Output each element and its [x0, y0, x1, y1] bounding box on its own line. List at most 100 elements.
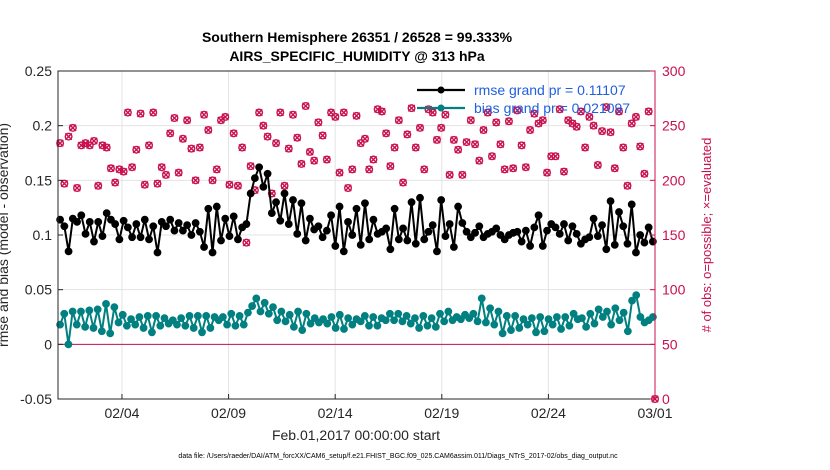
bias-point [281, 317, 290, 326]
rmse-point [289, 196, 297, 204]
rmse-point [77, 211, 86, 220]
bias-point [536, 313, 545, 321]
possible-count-point [187, 144, 196, 153]
rmse-point [471, 228, 479, 237]
bias-point [477, 294, 486, 303]
rmse-point [394, 235, 403, 244]
evaluated-count-point [458, 171, 467, 179]
evaluated-count-point [640, 170, 649, 178]
possible-count-point [576, 107, 585, 116]
bias-point [406, 319, 415, 328]
bias-point [277, 307, 286, 316]
evaluated-count-point [136, 109, 145, 118]
evaluated-count-point [395, 116, 403, 124]
rmse-point [352, 204, 361, 213]
rmse-point [623, 239, 632, 248]
bias-point [85, 306, 94, 315]
bias-point [360, 312, 369, 320]
bias-point [248, 302, 257, 310]
rmse-point [301, 236, 310, 245]
possible-count-point [483, 108, 492, 117]
evaluated-count-point [276, 108, 284, 117]
rmse-point [263, 169, 272, 178]
bias-point [394, 309, 403, 318]
possible-count-point [327, 108, 336, 117]
evaluated-count-point [505, 117, 513, 125]
bias-point [219, 313, 227, 321]
possible-count-point [365, 165, 374, 174]
possible-count-point [293, 133, 302, 142]
evaluated-count-point [340, 108, 348, 117]
rmse-point [589, 214, 598, 223]
rmse-point [382, 224, 391, 233]
rmse-point [90, 237, 98, 246]
bias-point [269, 303, 277, 312]
rmse-point [179, 226, 187, 235]
rmse-point [403, 236, 412, 245]
bias-point [239, 320, 248, 329]
x-tick-label: 03/01 [637, 405, 672, 421]
evaluated-count-point [98, 141, 107, 150]
possible-count-point [233, 181, 242, 190]
possible-count-point [471, 140, 480, 149]
legend-entry-bias: bias grand pr = 0.021097 [417, 100, 630, 116]
evaluated-count-point [196, 143, 204, 152]
bias-point [110, 303, 119, 312]
possible-count-point [441, 110, 450, 119]
bias-point [152, 312, 161, 320]
rmse-point [246, 189, 255, 198]
rmse-point [149, 222, 158, 231]
rmse-point [212, 202, 221, 211]
rmse-point [411, 239, 420, 248]
possible-count-point [102, 143, 111, 152]
bias-point [444, 307, 453, 316]
evaluated-count-point [323, 155, 331, 164]
possible-count-point [445, 170, 454, 179]
bias-point [294, 307, 302, 316]
x-tick-label: 02/09 [211, 405, 246, 421]
rmse-point [365, 235, 374, 244]
possible-count-point [399, 178, 408, 187]
possible-count-point [487, 152, 496, 161]
evaluated-count-point [399, 178, 407, 187]
bias-point [331, 324, 340, 332]
rmse-point [356, 240, 365, 249]
rmse-point [331, 242, 340, 250]
bias-point [569, 309, 578, 318]
evaluated-count-point [306, 148, 314, 156]
evaluated-count-point [445, 171, 454, 179]
observation-count-series [56, 101, 660, 404]
bias-point [348, 320, 357, 329]
possible-count-point [123, 108, 132, 117]
bias-point [185, 312, 194, 320]
rmse-point [344, 217, 352, 226]
bias-point [548, 320, 557, 329]
evaluated-count-point [102, 143, 111, 152]
evaluated-count-point [382, 129, 390, 138]
evaluated-count-point [632, 113, 640, 121]
evaluated-count-point [81, 139, 90, 147]
possible-count-point [331, 112, 340, 121]
evaluated-count-point [285, 144, 293, 153]
bias-point [557, 325, 565, 333]
rmse-point [348, 231, 357, 239]
possible-count-point [437, 123, 446, 132]
bias-point [636, 313, 645, 321]
possible-count-point [119, 167, 128, 176]
rmse-point [153, 248, 162, 257]
rmse-point [602, 245, 611, 254]
rmse-point [166, 215, 175, 224]
possible-count-point [475, 156, 484, 165]
bias-point [139, 324, 148, 332]
possible-count-point [242, 238, 251, 247]
rmse-point [217, 236, 225, 245]
bias-point [594, 305, 603, 314]
evaluated-count-point [386, 162, 395, 170]
possible-count-point [369, 155, 378, 164]
possible-count-point [360, 134, 369, 143]
rmse-point [513, 227, 522, 236]
rmse-point [60, 222, 69, 231]
bias-point [419, 312, 428, 320]
bias-point [64, 340, 73, 349]
evaluated-count-point [272, 139, 280, 147]
